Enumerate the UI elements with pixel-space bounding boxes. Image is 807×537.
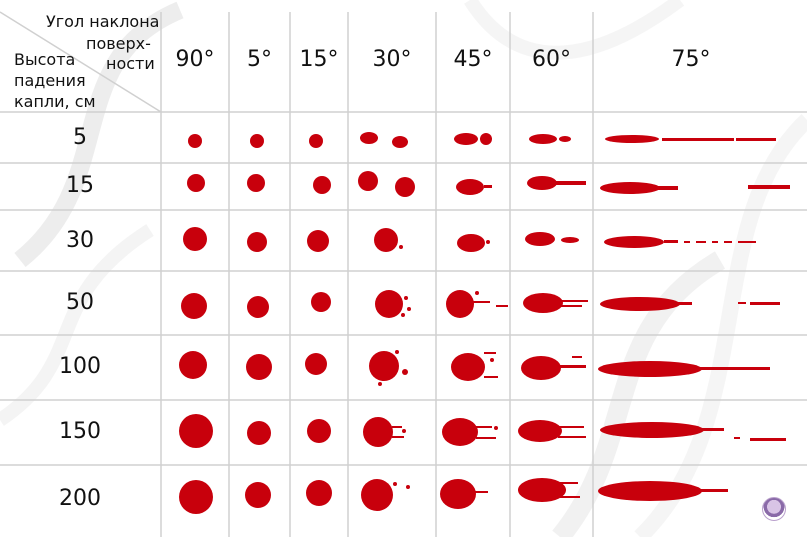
drop-h15-a60 [527,176,586,190]
drop-h200-a45 [440,479,488,509]
drop-h5-a60 [529,134,571,144]
drop-h100-a45 [451,352,498,381]
drop-h50-a60 [523,293,588,313]
drop-h200-a75 [598,481,728,501]
drop-h30-a15 [307,230,329,252]
height-title-line2: падения [14,71,86,90]
height-row-100: 100 [59,354,101,379]
drop-h15-a5 [247,174,265,192]
drop-h100-a15 [305,353,327,375]
height-row-200: 200 [59,486,101,511]
drop-h30-a5 [247,232,267,252]
height-row-15: 15 [66,173,94,198]
angle-header-5: 5° [247,47,272,72]
drop-h50-a30 [375,290,411,318]
drop-h150-a45 [442,418,498,446]
drop-h15-a75 [600,182,790,194]
height-row-150: 150 [59,419,101,444]
angle-header-30: 30° [372,47,412,72]
drop-h5-a75 [605,135,776,143]
height-row-5: 5 [73,125,87,150]
drop-h15-a15 [313,176,331,194]
angle-header-60: 60° [532,47,571,72]
drop-h100-a5 [246,354,272,380]
drop-h150-a5 [247,421,271,445]
drop-h150-a75 [600,422,786,441]
height-row-50: 50 [66,290,94,315]
drop-h30-a45 [457,234,490,252]
drop-h15-a90 [187,174,205,192]
angle-header-90: 90° [175,47,215,72]
angle-header-75: 75° [671,47,711,72]
drop-h200-a5 [245,482,271,508]
drop-h15-a45 [456,179,492,195]
drop-h200-a15 [306,480,332,506]
drop-h150-a30 [363,417,406,447]
drop-h30-a30 [374,228,403,252]
drop-h100-a30 [369,350,408,386]
angle-header-45: 45° [453,47,493,72]
drop-h30-a60 [525,232,579,246]
author-avatar-icon [762,497,786,521]
drop-h50-a75 [600,297,780,311]
drop-h5-a30 [360,132,408,148]
drop-h5-a5 [250,134,264,148]
drop-h30-a90 [183,227,207,251]
angle-title-line2: поверх- [86,34,151,53]
height-row-30: 30 [66,228,94,253]
drop-h15-a30 [358,171,415,197]
drop-h200-a60 [518,478,580,502]
drop-h200-a30 [361,479,410,511]
drop-h150-a60 [518,420,586,442]
drop-h200-a90 [179,480,213,514]
drop-h5-a90 [188,134,202,148]
drop-h50-a45 [446,290,508,318]
drop-h5-a15 [309,134,323,148]
drop-h50-a5 [247,296,269,318]
drop-h100-a90 [179,351,207,379]
drop-h5-a45 [454,133,492,145]
angle-title-line1: Угол наклона [46,12,160,31]
drop-h50-a15 [311,292,331,312]
height-title-line1: Высота [14,50,76,69]
drop-h100-a75 [598,361,770,377]
drop-h150-a90 [179,414,213,448]
drop-h30-a75 [604,236,756,248]
height-title-line3: капли, см [14,92,96,111]
drop-h50-a90 [181,293,207,319]
drop-h100-a60 [521,356,586,380]
angle-header-15: 15° [299,47,339,72]
angle-title-line3: ности [106,54,155,73]
drop-h150-a15 [307,419,331,443]
